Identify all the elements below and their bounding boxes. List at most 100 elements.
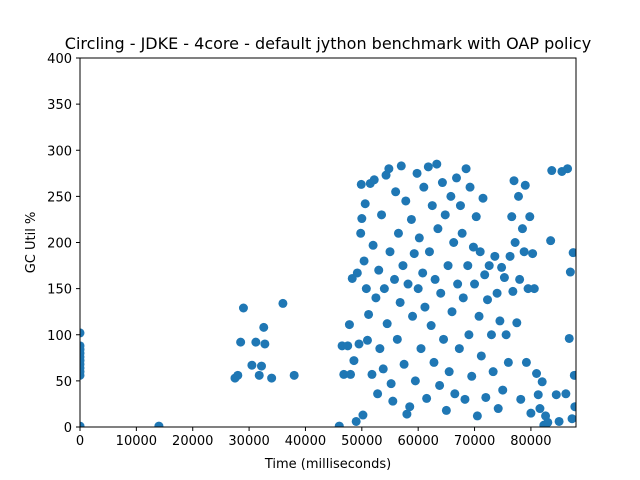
data-point [486,330,496,340]
data-point [278,298,288,308]
data-point [521,357,531,367]
data-point [508,286,518,296]
data-point [510,238,520,247]
data-point [467,371,477,381]
y-tick-label: 50 [55,375,72,390]
data-point [453,279,463,289]
data-point [423,162,433,172]
data-point [402,409,412,419]
data-point [526,408,536,418]
data-point [449,238,459,247]
data-point [427,201,437,211]
data-point [429,357,439,367]
data-point [457,228,467,238]
data-point [492,288,502,298]
data-point [408,311,418,321]
data-point [254,370,264,380]
data-point [373,389,383,399]
data-point [419,182,429,192]
data-point [437,178,447,188]
data-point [401,196,411,206]
data-point [440,210,450,220]
data-point [463,261,473,271]
data-point [499,273,509,283]
data-point [391,187,401,197]
data-point [465,182,475,192]
data-point [368,240,378,250]
data-point [398,261,408,271]
data-point [375,344,385,354]
data-point [441,405,451,415]
data-point [554,416,564,426]
data-point [396,161,406,171]
data-point [528,249,538,259]
data-point [382,319,392,329]
data-point [386,379,396,389]
data-point [346,369,356,379]
y-tick-label: 400 [47,52,72,67]
data-point [413,284,423,294]
data-point [364,309,374,319]
data-point [379,284,389,294]
data-point [233,370,243,380]
data-point [569,370,576,380]
data-point [564,333,574,343]
x-tick-label: 10000 [116,434,157,449]
data-point [452,173,462,183]
data-point [490,251,500,261]
data-point [461,164,471,174]
x-tick-label: 0 [76,434,84,449]
data-point [349,356,359,366]
data-point [433,224,443,234]
data-point [251,337,261,347]
data-point [374,265,384,275]
data-point [422,393,432,403]
data-point [568,248,576,258]
data-point [406,214,416,224]
y-tick-label: 200 [47,237,72,252]
x-tick-label: 80000 [510,434,551,449]
plot-frame [79,57,577,428]
data-point [80,421,85,427]
data-point [447,307,457,317]
data-point [238,303,248,313]
data-point [561,389,571,399]
data-point [267,373,277,383]
data-point [551,390,561,400]
data-point [497,262,507,272]
data-point [546,236,556,246]
data-point [474,311,484,321]
x-tick-label: 70000 [454,434,495,449]
data-point [343,341,353,351]
data-point [357,214,367,224]
data-point [339,369,349,379]
y-tick-label: 250 [47,190,72,205]
data-point [416,344,426,354]
data-point [464,330,474,340]
data-point [476,351,486,361]
data-point [435,380,445,390]
data-point [515,274,525,284]
data-point [455,201,465,211]
data-point [405,402,415,412]
data-point [475,247,485,257]
data-point [547,166,557,176]
data-point [361,284,371,294]
x-tick-label: 30000 [228,434,269,449]
data-point [388,396,398,406]
data-point [468,242,478,252]
data-point [570,402,576,412]
data-point [483,295,493,305]
data-point [507,212,517,222]
data-point [369,175,379,185]
data-point [378,364,388,374]
x-axis-label: Time (milliseconds) [264,457,391,472]
data-point [356,228,366,238]
y-tick-label: 300 [47,144,72,159]
data-point [334,421,344,427]
data-point [424,247,434,257]
data-point [537,377,547,387]
data-point [436,288,446,298]
data-point [420,302,430,312]
data-point [351,416,361,426]
